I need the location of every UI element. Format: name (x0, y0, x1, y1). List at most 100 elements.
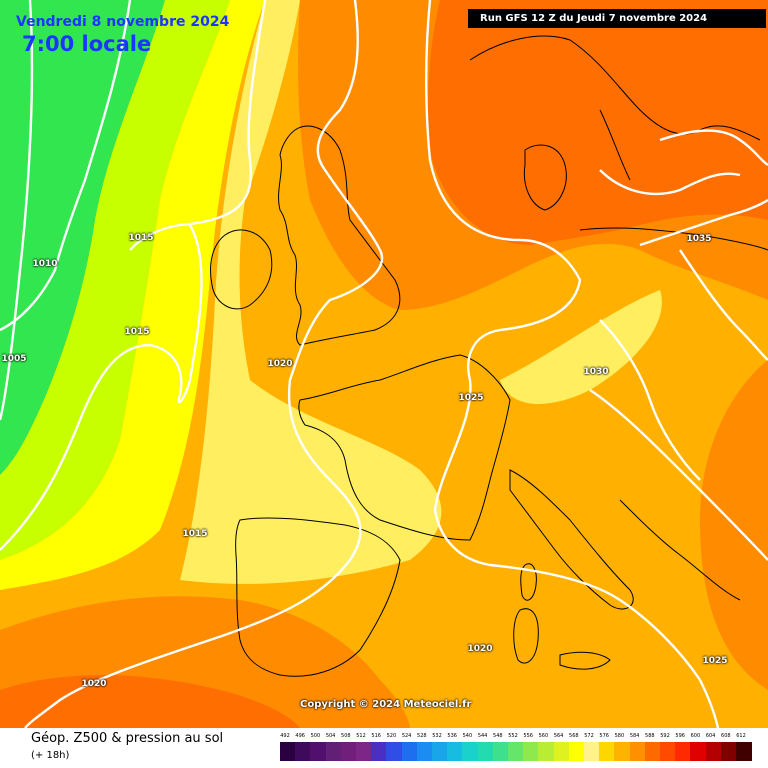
scale-tick-label: 572 (584, 733, 594, 739)
coast-sicily (559, 651, 611, 670)
forecast-step: (+ 18h) (31, 750, 70, 761)
scale-tick-label: 600 (690, 733, 701, 739)
scale-tick-label: 612 (736, 733, 746, 739)
scale-tick-label: 592 (660, 733, 670, 739)
scale-tick-label: 608 (721, 733, 731, 739)
coast-denmark (523, 144, 567, 211)
scale-tick-label: 528 (417, 733, 427, 739)
scale-color-cell (644, 742, 661, 761)
scale-tick-label: 512 (356, 733, 366, 739)
scale-color-cell (462, 742, 479, 761)
scale-color-cell (705, 742, 722, 761)
scale-color-cell (690, 742, 707, 761)
scale-color-cell (675, 742, 691, 761)
color-scale-legend: 492 496 500 504 508 512 516 520 524 528 532 536 540 5… (280, 733, 752, 763)
scale-color-cell (736, 742, 752, 761)
isobar-label: 1020 (467, 644, 493, 654)
scale-color-cell (477, 742, 494, 761)
isobar-label: 1025 (458, 393, 484, 403)
coast-corsica (520, 563, 537, 601)
isobar-label: 1010 (32, 259, 58, 269)
coast-scandinavia (469, 35, 761, 181)
scale-color-cell (584, 742, 600, 761)
scale-tick-label: 524 (401, 733, 412, 739)
isobars (0, 0, 768, 728)
scale-tick-label: 580 (614, 733, 625, 739)
isobar-1025-east (589, 389, 768, 561)
scale-tick-label: 596 (675, 733, 685, 739)
coast-ireland (210, 229, 273, 310)
scale-tick-label: 520 (386, 733, 397, 739)
copyright-notice: Copyright © 2024 Meteociel.fr (300, 699, 472, 710)
scale-color-cell (340, 742, 357, 761)
scale-tick-label: 536 (447, 733, 457, 739)
scale-tick-label: 532 (432, 733, 442, 739)
scale-tick-label: 492 (280, 733, 290, 739)
scale-color-cell (568, 742, 585, 761)
isobar-1015-west (0, 0, 267, 551)
scale-color-cell (371, 742, 387, 761)
scale-color-cell (538, 742, 555, 761)
scale-tick-label: 548 (493, 733, 503, 739)
coast-baltic (579, 227, 768, 251)
scale-color-cell (660, 742, 676, 761)
footer-bar: Géop. Z500 & pression au sol (+ 18h) 492… (0, 728, 768, 768)
scale-color-cell (310, 742, 327, 761)
scale-tick-label: 564 (553, 733, 564, 739)
map-canvas (0, 0, 768, 728)
scale-color-cell (295, 742, 311, 761)
coast-balkans (619, 499, 741, 601)
coast-france (298, 354, 511, 541)
scale-tick-label: 496 (295, 733, 305, 739)
scale-tick-label: 584 (629, 733, 640, 739)
isobar-label: 1020 (267, 359, 293, 369)
zone-dark-orange (428, 0, 768, 245)
isobar-1030 (599, 129, 768, 196)
model-run-banner: Run GFS 12 Z du Jeudi 7 novembre 2024 (468, 9, 766, 28)
scale-color-cell (280, 742, 296, 761)
scale-color-cell (325, 742, 342, 761)
isobar-1020 (24, 0, 384, 728)
zone-southwest-dark (0, 675, 300, 728)
isobar-label: 1030 (583, 367, 609, 377)
scale-color-cell (432, 742, 448, 761)
scale-tick-label: 556 (523, 733, 533, 739)
zone-yellow (0, 0, 265, 590)
scale-color-cell (599, 742, 615, 761)
scale-color-cell (553, 742, 570, 761)
zone-green (0, 0, 165, 475)
isobar-label: 1015 (124, 327, 150, 337)
forecast-date: Vendredi 8 novembre 2024 (16, 14, 230, 30)
scale-tick-label: 552 (508, 733, 518, 739)
scale-color-cell (447, 742, 463, 761)
isobar-label: 1020 (81, 679, 107, 689)
scale-color-cell (614, 742, 631, 761)
scale-color-cell (386, 742, 403, 761)
scale-tick-label: 544 (477, 733, 488, 739)
forecast-map: Vendredi 8 novembre 2024 7:00 locale Run… (0, 0, 768, 728)
scale-tick-label: 508 (341, 733, 351, 739)
isobar-label: 1035 (686, 234, 712, 244)
isobar-label: 1025 (702, 656, 728, 666)
scale-tick-label: 560 (538, 733, 549, 739)
scale-tick-label: 604 (705, 733, 716, 739)
isobar-1025-west (425, 0, 720, 728)
scale-color-cell (492, 742, 509, 761)
scale-tick-label: 576 (599, 733, 609, 739)
forecast-local-time: 7:00 locale (22, 32, 152, 56)
scale-tick-label: 504 (325, 733, 336, 739)
isobar-label: 1015 (182, 529, 208, 539)
isobar-1010 (0, 0, 132, 332)
scale-color-cell (508, 742, 524, 761)
scale-color-cell (401, 742, 418, 761)
coast-sardinia (513, 608, 539, 664)
scale-color-cell (523, 742, 539, 761)
isobar-label: 1015 (128, 233, 154, 243)
isobar-1035 (639, 198, 768, 361)
scale-color-cell (629, 742, 646, 761)
product-title: Géop. Z500 & pression au sol (31, 731, 224, 746)
scale-tick-label: 568 (569, 733, 579, 739)
isobar-1030-east (599, 319, 701, 481)
scale-color-cell (356, 742, 372, 761)
